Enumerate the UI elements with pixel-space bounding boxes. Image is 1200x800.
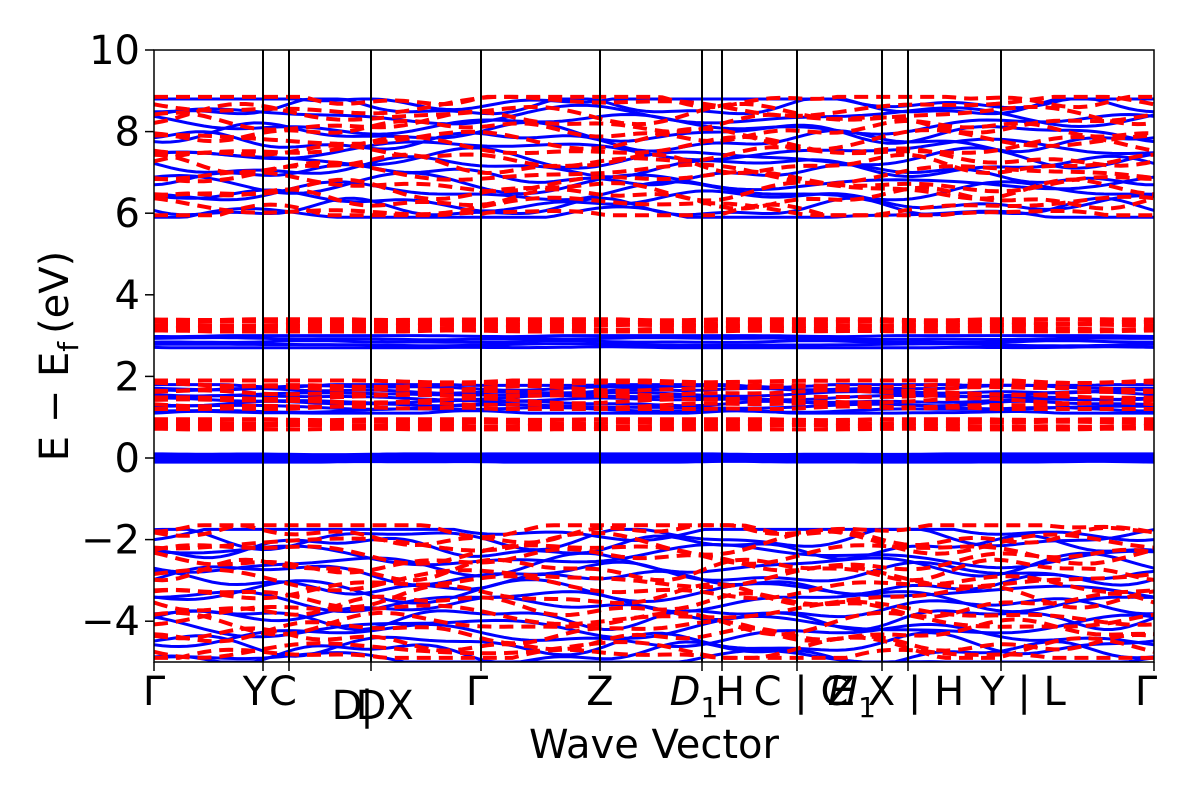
dashed-band-line	[154, 388, 1154, 398]
plot-frame	[153, 49, 1155, 663]
dashed-band-line	[154, 529, 1154, 557]
bands-layer	[154, 94, 1154, 662]
x-tick-label: H	[715, 669, 745, 715]
solid-band-line	[154, 97, 1154, 116]
x-axis-title: Wave Vector	[529, 722, 780, 768]
dashed-band-line	[154, 160, 1154, 186]
x-tick-label-subscript: 1	[858, 691, 876, 724]
dashed-band-line	[154, 380, 1154, 389]
dashed-band-line	[154, 547, 1154, 575]
dashed-band-line	[154, 119, 1154, 144]
y-tick-label: −4	[81, 599, 140, 645]
dashed-band-line	[154, 557, 1154, 583]
dashed-band-line	[154, 194, 1154, 218]
x-tick-label: X | H	[868, 669, 964, 715]
x-tick-label: | X	[360, 683, 414, 729]
solid-band-line	[154, 631, 1154, 658]
dashed-band-line	[154, 523, 1154, 548]
x-tick-label: Γ	[143, 669, 166, 715]
x-tick-label: D	[356, 683, 387, 729]
dashed-band-line	[154, 94, 1154, 118]
x-tick-label: Z	[827, 669, 854, 715]
dashed-band-line	[154, 152, 1154, 176]
dashed-band-line	[154, 202, 1154, 218]
dashed-band-line	[154, 419, 1154, 426]
dashed-band-line	[154, 328, 1154, 334]
solid-band-line	[154, 336, 1154, 342]
solid-band-line	[154, 345, 1154, 350]
x-tick-label-subscript: 1	[700, 691, 718, 724]
solid-band-line	[154, 578, 1154, 605]
y-tick-label: −2	[81, 518, 140, 564]
dashed-band-line	[154, 392, 1154, 402]
y-axis-ticks: −4 −2 0 2 4 6 8 10	[81, 28, 154, 645]
solid-band-line	[154, 639, 1154, 662]
dashed-band-line	[154, 317, 1154, 323]
dashed-band-line	[154, 426, 1154, 432]
dashed-band-line	[154, 617, 1154, 646]
solid-band-line	[154, 339, 1154, 344]
dashed-band-line	[154, 564, 1154, 593]
dashed-band-line	[154, 626, 1154, 653]
x-tick-label: Y	[242, 669, 268, 715]
x-tick-label: Γ	[466, 669, 489, 715]
dashed-band-line	[154, 325, 1154, 332]
dashed-band-line	[154, 109, 1154, 135]
y-tick-label: 8	[115, 110, 140, 156]
x-tick-label: C | C	[754, 669, 849, 715]
dashed-band-line	[154, 396, 1154, 406]
y-tick-label: 4	[115, 273, 140, 319]
dashed-band-line	[154, 126, 1154, 152]
kpoint-separator-lines	[262, 50, 1002, 662]
y-axis-title-subscript: f	[52, 341, 85, 352]
dashed-band-line	[154, 591, 1154, 619]
dashed-band-line	[154, 102, 1154, 127]
y-tick-label: 10	[89, 28, 140, 74]
dashed-band-line	[154, 378, 1154, 385]
dashed-band-line	[154, 574, 1154, 601]
x-tick-label: D	[332, 683, 363, 729]
y-axis-title-main: E − E	[32, 352, 78, 462]
y-axis-title-unit: (eV)	[32, 251, 78, 334]
solid-band-line	[154, 171, 1154, 196]
x-tick-label: Z	[586, 669, 613, 715]
x-tick-label: Γ	[1135, 669, 1158, 715]
dashed-band-line	[154, 610, 1154, 637]
dashed-band-line	[154, 400, 1154, 410]
y-tick-label: 6	[115, 191, 140, 237]
solid-band-line	[154, 342, 1154, 348]
dashed-band-line	[154, 599, 1154, 627]
dashed-band-line	[154, 319, 1154, 326]
x-tick-label: C	[269, 669, 297, 715]
dashed-band-line	[154, 523, 1154, 540]
y-tick-label: 2	[115, 354, 140, 400]
y-axis-title: E − Ef (eV)	[32, 251, 85, 462]
dashed-band-line	[154, 134, 1154, 156]
solid-band-line	[154, 452, 1154, 457]
dashed-band-line	[154, 647, 1154, 660]
y-tick-label: 0	[115, 436, 140, 482]
solid-band-line	[154, 527, 1154, 543]
solid-band-line	[154, 334, 1154, 339]
dashed-band-line	[154, 94, 1154, 110]
dashed-band-line	[154, 423, 1154, 429]
solid-band-line	[154, 534, 1154, 561]
dashed-band-line	[154, 635, 1154, 660]
dashed-band-line	[154, 417, 1154, 423]
dashed-band-line	[154, 384, 1154, 394]
dashed-band-line	[154, 143, 1154, 169]
x-tick-label: Y | L	[979, 669, 1066, 715]
dashed-band-line	[154, 322, 1154, 329]
dashed-band-line	[154, 169, 1154, 194]
